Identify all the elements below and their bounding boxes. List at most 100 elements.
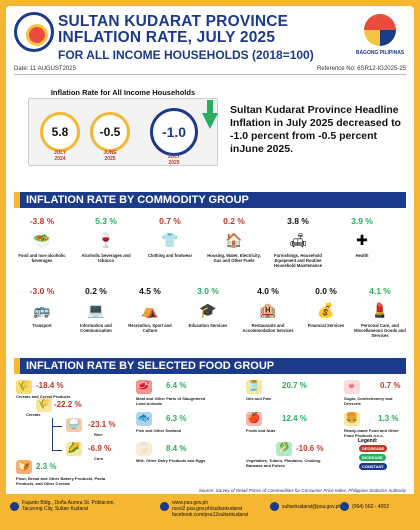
rate-circle-jul-2025: -1.0: [150, 108, 198, 156]
cereals-sub-value: -22.2 %: [54, 400, 82, 409]
ready-label: Ready-made Food and Other Food Products …: [344, 428, 399, 438]
email-icon: [270, 502, 279, 511]
commodity-item: 4.0 % 🏨 Restaurants and Accommodation Serv…: [240, 286, 296, 333]
tree-line: [52, 418, 53, 450]
down-arrow-icon: [207, 100, 213, 114]
veg-value: -10.6 %: [296, 444, 324, 453]
commodity-banner: INFLATION RATE BY COMMODITY GROUP: [14, 192, 406, 208]
sugar-value: 0.7 %: [380, 381, 401, 390]
commodity-icon: 🍷: [97, 232, 115, 248]
commodity-icon: 👕: [161, 232, 179, 248]
label-jul-2024: JULY 2024: [53, 150, 67, 162]
commodity-item: 0.2 % 💻 Information and Communication: [68, 286, 124, 333]
commodity-icon: 💄: [371, 302, 389, 318]
fruits-label: Fruits and Nuts: [246, 428, 276, 433]
commodity-grid: -3.8 % 🥗 Food and non-alcoholic beverages 5…: [14, 212, 406, 350]
meta-row: Date: 11 AUGUST2025 Reference No: 6SR12-I…: [14, 66, 406, 72]
commodity-icon: 🎓: [199, 302, 217, 318]
commodity-item: -3.0 % 🚌 Transport: [14, 286, 70, 328]
rice-value: -23.1 %: [88, 420, 116, 429]
fish-icon: 🐟: [136, 412, 152, 426]
commodity-item: 3.9 % ✚ Health: [334, 216, 390, 258]
cereal-grain-icon: 🌾: [36, 398, 52, 412]
commodity-icon: 🏠: [225, 232, 243, 248]
corn-icon: 🌽: [66, 442, 82, 456]
legend-decrease: DECREASE: [359, 445, 388, 452]
footer-phone: (064) 562 - 4052: [352, 504, 389, 510]
food-banner: INFLATION RATE BY SELECTED FOOD GROUP: [14, 358, 406, 374]
footer-web-2[interactable]: rssoi2.psa.gov.ph/sultankudarat: [172, 506, 243, 512]
commodity-value: 3.9 %: [351, 216, 373, 226]
commodity-value: 0.2 %: [85, 286, 107, 296]
commodity-value: 5.3 %: [95, 216, 117, 226]
tree-branch-rice: [52, 426, 62, 427]
infographic-card: SULTAN KUDARAT PROVINCE INFLATION RATE, …: [6, 6, 414, 524]
flour-value: 2.3 %: [36, 462, 57, 471]
commodity-label: Financial Services: [307, 323, 345, 328]
commodity-value: 0.2 %: [223, 216, 245, 226]
milk-label: Milk, Other Dairy Products and Eggs: [136, 458, 206, 463]
commodity-item: 0.7 % 👕 Clothing and footwear: [142, 216, 198, 258]
source-note: Source: Survey of Retail Prices of Commo…: [198, 488, 406, 493]
commodity-label: Housing, Water, Electricity, Gas and Oth…: [207, 253, 261, 263]
commodity-label: Health: [355, 253, 369, 258]
cereals-value: -18.4 %: [36, 381, 64, 390]
flour-label: Flour, Bread and Other Bakery Products, …: [16, 476, 106, 486]
cereals-icon: 🌾: [16, 380, 32, 394]
phone-icon: [340, 502, 349, 511]
commodity-label: Food and non-alcoholic beverages: [18, 253, 66, 263]
title-line1: SULTAN KUDARAT PROVINCE: [58, 13, 289, 30]
oil-icon: 🫙: [246, 380, 262, 394]
meat-value: 6.4 %: [166, 381, 187, 390]
commodity-value: 3.8 %: [287, 216, 309, 226]
headline-text: Sultan Kudarat Province Headline Inflati…: [230, 104, 401, 155]
commodity-value: 0.0 %: [315, 286, 337, 296]
milk-icon: 🥛: [136, 442, 152, 456]
food-group-area: 🌾 -18.4 % Cereals and Cereal Products 🌾 …: [14, 378, 406, 488]
oils-label: Oils and Fats: [246, 396, 272, 401]
commodity-item: 3.8 % 🛋 Furnishings, Household Equipment a…: [270, 216, 326, 268]
commodity-icon: ⛺: [141, 302, 159, 318]
commodity-label: Clothing and footwear: [147, 253, 193, 258]
footer: [0, 494, 420, 530]
commodity-item: 0.0 % 💰 Financial Services: [298, 286, 354, 328]
commodity-item: 5.3 % 🍷 Alcoholic beverages and tobacco: [78, 216, 134, 263]
web-icon: [160, 502, 169, 511]
footer-email[interactable]: sultankudarat@psa.gov.ph: [282, 504, 342, 510]
cereals-sub-label: Cereals: [26, 412, 41, 417]
corn-label: Corn: [94, 456, 104, 461]
sugar-label: Sugar, Confectionery and Desserts: [344, 396, 393, 406]
commodity-label: Restaurants and Accommodation Services: [242, 323, 294, 333]
commodity-label: Personal Care, and Miscellaneous Goods a…: [354, 323, 406, 338]
commodity-item: 4.1 % 💄 Personal Care, and Miscellaneous G…: [352, 286, 408, 338]
meat-label: Meat and Other Parts of Slaughtered Land…: [136, 396, 206, 406]
commodity-value: 3.0 %: [197, 286, 219, 296]
location-icon: [10, 502, 19, 511]
commodity-icon: 🥗: [33, 232, 51, 248]
psa-logo: [14, 12, 54, 52]
legend-title: Legend:: [358, 438, 378, 444]
commodity-value: 4.0 %: [257, 286, 279, 296]
label-jul-2025: JULY 2025: [167, 154, 181, 166]
footer-web[interactable]: www.psa.gov.ph rssoi2.psa.gov.ph/sultanku…: [172, 500, 248, 518]
legend: Legend: DECREASE INCREASE CONSTANT: [358, 438, 408, 471]
footer-address: Fajardo Bldg., Doña Aurora St. Poblacion…: [22, 500, 115, 512]
commodity-value: 4.5 %: [139, 286, 161, 296]
commodity-item: 0.2 % 🏠 Housing, Water, Electricity, Gas a…: [206, 216, 262, 263]
commodity-value: -3.8 %: [29, 216, 55, 226]
rate-circle-jun-2025: -0.5: [90, 112, 130, 152]
footer-facebook[interactable]: facebook.com/psa12sultankudarat: [172, 512, 249, 518]
commodity-item: 4.5 % ⛺ Recreation, Sport and Culture: [122, 286, 178, 333]
ready-value: 1.3 %: [378, 414, 399, 423]
commodity-label: Furnishings, Household Equipment and Rou…: [273, 253, 323, 268]
fruits-icon: 🍎: [246, 412, 262, 426]
veg-label: Vegetables, Tubers, Plantains, Cooking B…: [246, 458, 321, 468]
rate-circle-jul-2024: 5.8: [40, 112, 80, 152]
ready-food-icon: 🍔: [344, 412, 360, 426]
footer-web-1[interactable]: www.psa.gov.ph: [172, 500, 209, 506]
rice-label: Rice: [94, 432, 103, 437]
milk-value: 8.4 %: [166, 444, 187, 453]
fish-label: Fish and Other Seafood: [136, 428, 182, 433]
commodity-icon: 💰: [317, 302, 335, 318]
down-arrow-head-icon: [202, 113, 218, 129]
